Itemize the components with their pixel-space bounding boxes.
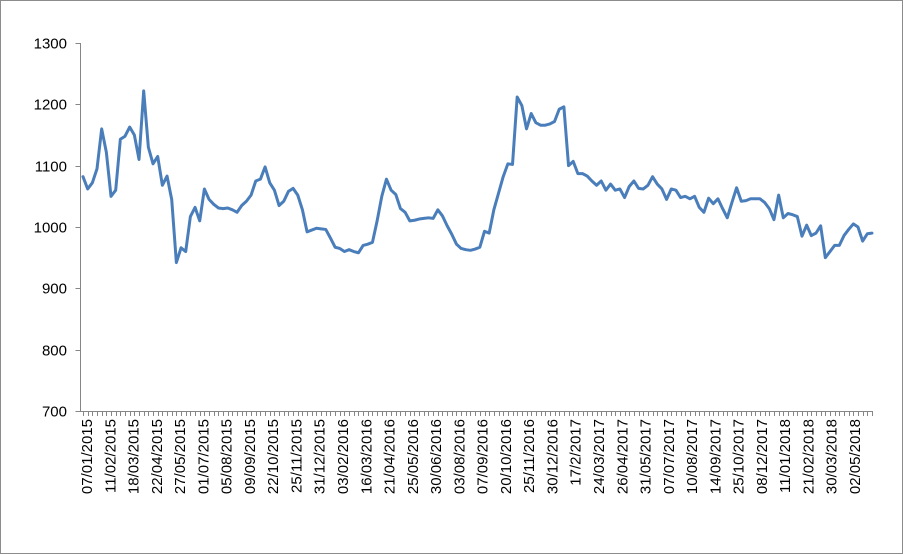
x-tick-label: 24/03/2017 xyxy=(591,419,608,494)
y-tick-label: 1300 xyxy=(34,36,67,53)
plot-area xyxy=(81,89,874,265)
x-tick-label: 30/06/2016 xyxy=(428,419,445,494)
x-tick-label: 02/05/2018 xyxy=(847,419,864,494)
x-axis: 07/01/2015 11/02/2015 18/03/2015 22/04/2015… xyxy=(79,411,873,494)
x-tick-label: 31/05/2017 xyxy=(638,419,655,494)
x-tick-label: 25/10/2017 xyxy=(731,419,748,494)
y-tick-label: 1000 xyxy=(34,220,67,237)
x-tick-label: 07/09/2016 xyxy=(475,419,492,494)
x-tick-label: 21/04/2016 xyxy=(382,419,399,494)
x-tick-label: 17/2/2017 xyxy=(568,419,585,486)
y-tick-label: 900 xyxy=(42,281,67,298)
y-tick-label: 1200 xyxy=(34,97,67,114)
series-line xyxy=(81,89,874,265)
y-tick-label: 800 xyxy=(42,343,67,360)
x-tick-label: 25/11/2015 xyxy=(288,419,305,493)
x-tick-label: 25/11/2016 xyxy=(521,419,538,493)
x-tick-label: 16/03/2016 xyxy=(358,419,375,494)
x-tick-label: 31/12/2015 xyxy=(312,419,329,494)
x-tick-label: 08/12/2017 xyxy=(754,419,771,494)
x-tick-label: 11/01/2018 xyxy=(777,419,794,493)
x-tick-label: 05/08/2015 xyxy=(219,419,236,494)
x-tick-label: 01/07/2015 xyxy=(195,419,212,494)
x-tick-label: 18/03/2015 xyxy=(126,419,143,494)
y-axis: 700 800 900 1000 1100 1200 1300 xyxy=(34,36,81,421)
x-tick-label: 22/04/2015 xyxy=(149,419,166,494)
x-tick-label: 20/10/2016 xyxy=(498,419,515,494)
x-tick-label: 22/10/2015 xyxy=(265,419,282,494)
x-tick-label: 03/02/2016 xyxy=(335,419,352,494)
x-tick-label: 30/03/2018 xyxy=(824,419,841,494)
x-tick-label: 07/01/2015 xyxy=(79,419,96,494)
x-tick-label: 21/02/2018 xyxy=(800,419,817,494)
y-tick-label: 1100 xyxy=(35,159,67,176)
x-tick-label: 09/09/2015 xyxy=(242,419,259,494)
x-tick-label: 03/08/2016 xyxy=(451,419,468,494)
x-tick-label: 26/04/2017 xyxy=(614,419,631,494)
x-tick-label: 11/02/2015 xyxy=(102,419,119,493)
x-tick-label: 30/12/2016 xyxy=(544,419,561,494)
x-tick-label: 10/08/2017 xyxy=(684,419,701,494)
x-tick-label: 14/09/2017 xyxy=(707,419,724,494)
x-tick-label: 27/05/2015 xyxy=(172,419,189,494)
x-tick-label: 25/05/2016 xyxy=(405,419,422,494)
y-tick-label: 700 xyxy=(42,404,67,421)
x-tick-label: 07/07/2017 xyxy=(661,419,678,494)
